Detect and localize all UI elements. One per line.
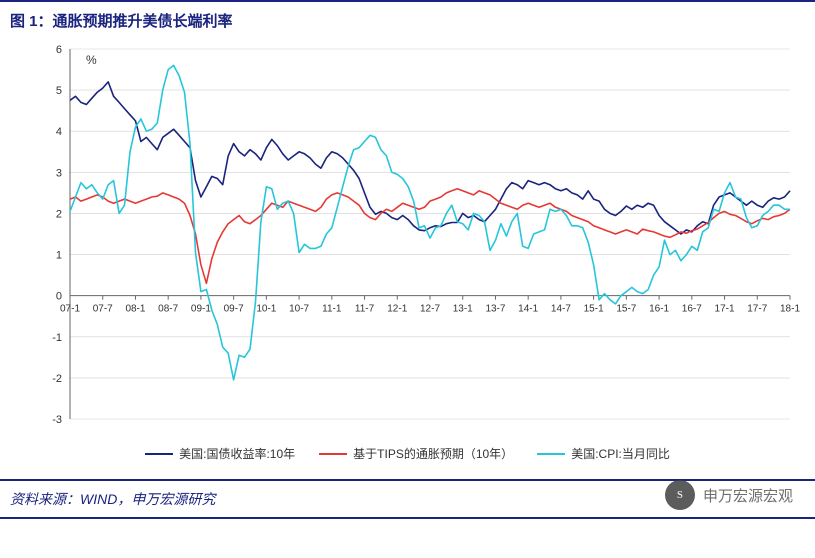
svg-text:12-7: 12-7	[420, 304, 440, 315]
legend-label: 美国:CPI:当月同比	[571, 445, 670, 462]
watermark-logo: S	[665, 480, 695, 510]
legend-item: 美国:CPI:当月同比	[537, 445, 670, 462]
legend-swatch	[145, 453, 173, 455]
svg-text:10-1: 10-1	[256, 304, 276, 315]
svg-text:13-7: 13-7	[485, 304, 505, 315]
svg-text:5: 5	[56, 85, 62, 97]
legend-item: 美国:国债收益率:10年	[145, 445, 295, 462]
svg-text:15-1: 15-1	[584, 304, 604, 315]
legend-label: 基于TIPS的通胀预期（10年）	[353, 445, 513, 462]
svg-text:08-1: 08-1	[125, 304, 145, 315]
chart-container: % -3 -2 -1 0 1 2 3 4 5 6 07-1 07-7 08-1 08-7 09-1 09-7 1…	[10, 39, 805, 479]
watermark-text: 申万宏源宏观	[703, 485, 793, 506]
svg-text:13-1: 13-1	[453, 304, 473, 315]
svg-text:4: 4	[56, 126, 62, 138]
legend-label: 美国:国债收益率:10年	[179, 445, 295, 462]
svg-text:16-1: 16-1	[649, 304, 669, 315]
svg-text:10-7: 10-7	[289, 304, 309, 315]
svg-text:11-1: 11-1	[322, 304, 342, 315]
svg-text:12-1: 12-1	[387, 304, 407, 315]
svg-text:17-7: 17-7	[747, 304, 767, 315]
line-chart: -3 -2 -1 0 1 2 3 4 5 6 07-1 07-7 08-1 08-7 09-1 09-7 10-…	[10, 39, 805, 439]
svg-text:2: 2	[56, 208, 62, 220]
svg-text:0: 0	[56, 291, 62, 303]
chart-legend: 美国:国债收益率:10年 基于TIPS的通胀预期（10年） 美国:CPI:当月同比	[10, 439, 805, 468]
svg-text:18-1: 18-1	[780, 304, 800, 315]
svg-text:14-7: 14-7	[551, 304, 571, 315]
svg-text:-2: -2	[52, 373, 62, 385]
svg-text:-3: -3	[52, 414, 62, 426]
legend-swatch	[319, 453, 347, 455]
y-unit-label: %	[86, 53, 97, 67]
svg-text:09-1: 09-1	[191, 304, 211, 315]
svg-text:-1: -1	[52, 332, 62, 344]
svg-text:09-7: 09-7	[224, 304, 244, 315]
chart-title: 图 1：通胀预期推升美债长端利率	[0, 0, 815, 39]
svg-text:3: 3	[56, 167, 62, 179]
svg-text:07-1: 07-1	[60, 304, 80, 315]
svg-text:6: 6	[56, 44, 62, 56]
svg-text:1: 1	[56, 250, 62, 262]
svg-text:11-7: 11-7	[355, 304, 375, 315]
watermark: S 申万宏源宏观	[665, 480, 793, 510]
svg-text:15-7: 15-7	[616, 304, 636, 315]
legend-swatch	[537, 453, 565, 455]
svg-text:08-7: 08-7	[158, 304, 178, 315]
svg-text:07-7: 07-7	[93, 304, 113, 315]
svg-text:16-7: 16-7	[682, 304, 702, 315]
legend-item: 基于TIPS的通胀预期（10年）	[319, 445, 513, 462]
svg-text:17-1: 17-1	[715, 304, 735, 315]
svg-text:14-1: 14-1	[518, 304, 538, 315]
